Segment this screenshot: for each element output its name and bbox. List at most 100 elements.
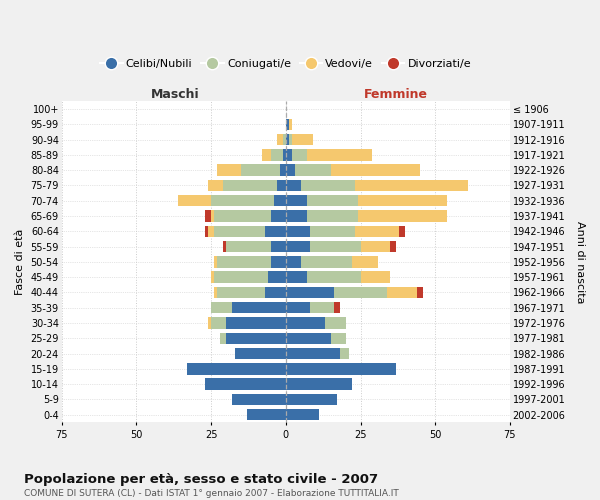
Bar <box>331 164 420 176</box>
Bar <box>307 272 361 283</box>
Bar <box>214 210 271 222</box>
Bar <box>295 164 331 176</box>
Bar <box>286 134 289 145</box>
Bar <box>286 118 289 130</box>
Bar <box>289 118 292 130</box>
Bar <box>205 226 208 237</box>
Bar <box>262 149 271 160</box>
Bar <box>286 210 307 222</box>
Bar <box>286 318 325 328</box>
Bar <box>226 318 286 328</box>
Bar <box>205 210 211 222</box>
Bar <box>286 149 292 160</box>
Bar <box>268 272 286 283</box>
Bar <box>211 210 214 222</box>
Bar <box>280 164 286 176</box>
Bar <box>271 149 283 160</box>
Bar <box>286 302 310 314</box>
Bar <box>310 226 355 237</box>
Bar <box>283 149 286 160</box>
Legend: Celibi/Nubili, Coniugati/e, Vedovi/e, Divorziati/e: Celibi/Nubili, Coniugati/e, Vedovi/e, Di… <box>96 54 476 74</box>
Bar <box>223 241 226 252</box>
Bar <box>340 348 349 360</box>
Bar <box>241 164 280 176</box>
Bar <box>307 149 373 160</box>
Bar <box>292 149 307 160</box>
Bar <box>334 302 340 314</box>
Bar <box>211 318 226 328</box>
Bar <box>286 164 295 176</box>
Text: Popolazione per età, sesso e stato civile - 2007: Popolazione per età, sesso e stato civil… <box>24 472 378 486</box>
Bar <box>361 272 391 283</box>
Bar <box>211 195 274 206</box>
Bar <box>274 195 286 206</box>
Bar <box>271 241 286 252</box>
Text: COMUNE DI SUTERA (CL) - Dati ISTAT 1° gennaio 2007 - Elaborazione TUTTITALIA.IT: COMUNE DI SUTERA (CL) - Dati ISTAT 1° ge… <box>24 489 399 498</box>
Bar <box>286 363 397 374</box>
Bar <box>226 241 271 252</box>
Bar <box>331 332 346 344</box>
Bar <box>226 332 286 344</box>
Bar <box>214 226 265 237</box>
Bar <box>400 226 406 237</box>
Bar <box>355 180 468 191</box>
Bar <box>271 210 286 222</box>
Bar <box>391 241 397 252</box>
Bar <box>361 241 391 252</box>
Bar <box>211 302 232 314</box>
Bar <box>271 256 286 268</box>
Bar <box>247 409 286 420</box>
Bar <box>307 210 358 222</box>
Bar <box>417 286 423 298</box>
Bar <box>292 134 313 145</box>
Bar <box>208 180 223 191</box>
Bar <box>286 241 310 252</box>
Bar <box>232 394 286 405</box>
Text: Femmine: Femmine <box>364 88 428 102</box>
Bar <box>355 226 400 237</box>
Bar <box>235 348 286 360</box>
Bar <box>352 256 379 268</box>
Bar <box>358 195 447 206</box>
Bar <box>217 256 271 268</box>
Bar <box>214 286 217 298</box>
Bar <box>187 363 286 374</box>
Bar <box>232 302 286 314</box>
Bar <box>301 256 352 268</box>
Bar <box>211 272 214 283</box>
Bar <box>286 180 301 191</box>
Bar <box>178 195 211 206</box>
Bar <box>283 134 286 145</box>
Bar <box>286 348 340 360</box>
Bar <box>205 378 286 390</box>
Bar <box>388 286 417 298</box>
Bar <box>286 394 337 405</box>
Bar <box>307 195 358 206</box>
Bar <box>223 180 277 191</box>
Bar <box>277 134 283 145</box>
Bar <box>289 134 292 145</box>
Bar <box>358 210 447 222</box>
Bar <box>286 272 307 283</box>
Y-axis label: Fasce di età: Fasce di età <box>15 228 25 295</box>
Bar <box>286 378 352 390</box>
Text: Maschi: Maschi <box>151 88 200 102</box>
Bar <box>265 286 286 298</box>
Bar <box>286 332 331 344</box>
Bar <box>220 332 226 344</box>
Bar <box>217 164 241 176</box>
Bar <box>310 241 361 252</box>
Bar <box>217 286 265 298</box>
Bar <box>286 409 319 420</box>
Bar <box>286 256 301 268</box>
Bar <box>310 302 334 314</box>
Bar <box>208 318 211 328</box>
Y-axis label: Anni di nascita: Anni di nascita <box>575 220 585 303</box>
Bar <box>301 180 355 191</box>
Bar <box>208 226 214 237</box>
Bar <box>286 286 334 298</box>
Bar <box>334 286 388 298</box>
Bar <box>325 318 346 328</box>
Bar <box>286 195 307 206</box>
Bar <box>265 226 286 237</box>
